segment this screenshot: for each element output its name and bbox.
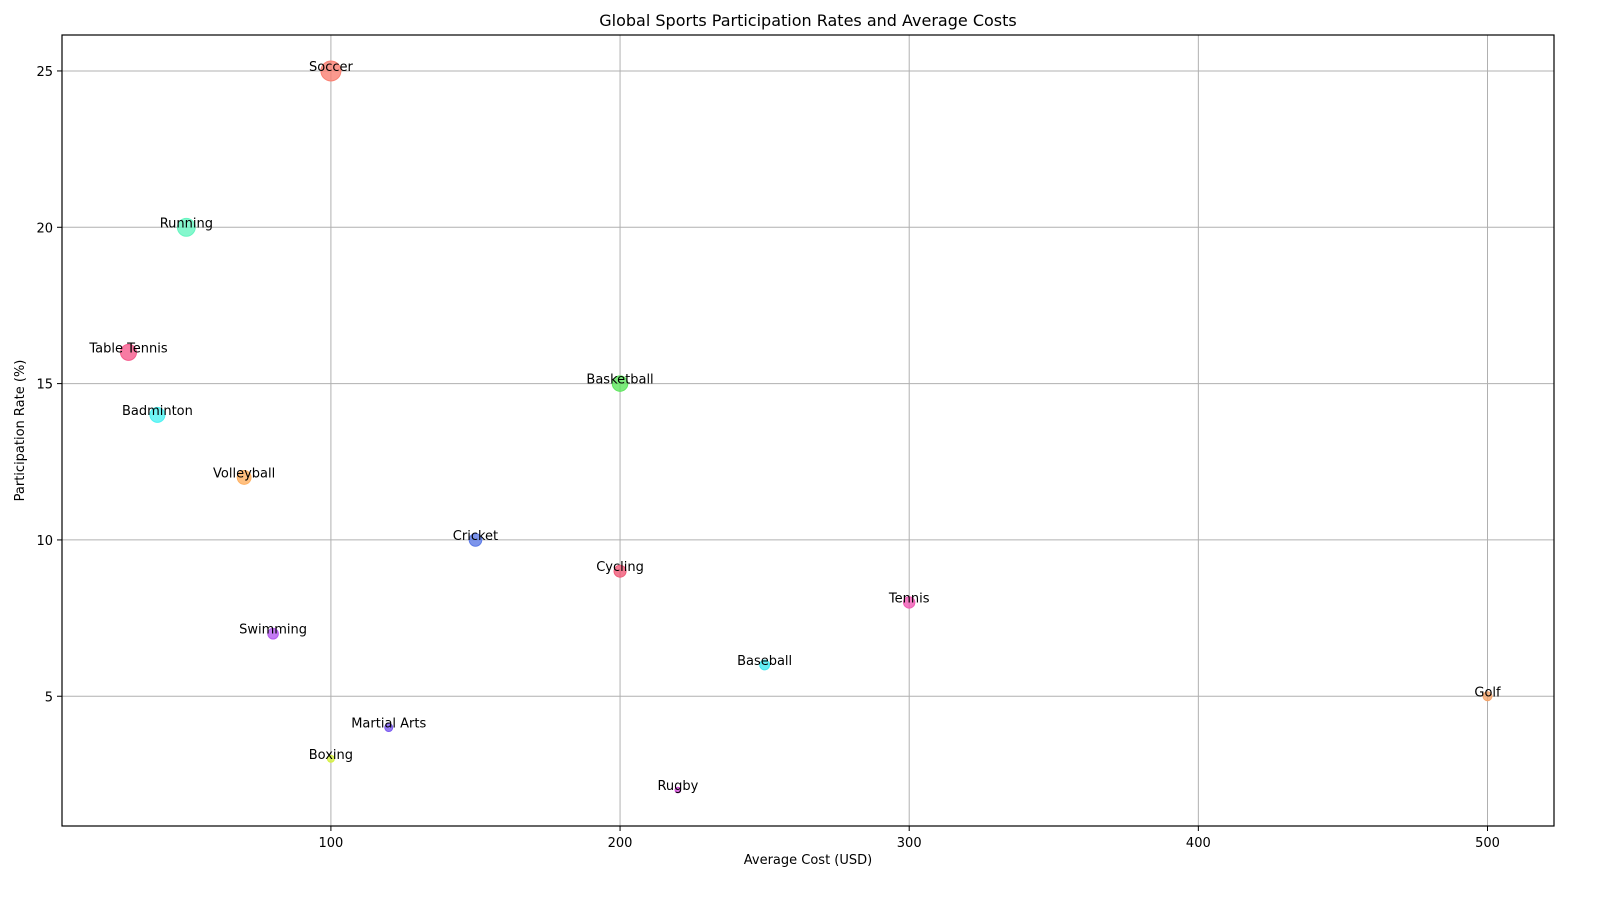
point-running [176, 217, 196, 237]
point-badminton [149, 406, 166, 423]
y-axis-label: Participation Rate (%) [13, 360, 28, 502]
point-label-soccer: Soccer [309, 60, 353, 75]
point-cricket [468, 533, 483, 547]
point-label-swimming: Swimming [239, 623, 307, 638]
point-label-running: Running [160, 216, 213, 231]
point-label-badminton: Badminton [122, 404, 193, 419]
grid-lines [62, 35, 1554, 826]
x-tick-label: 100 [318, 836, 343, 851]
x-axis-label: Average Cost (USD) [744, 853, 872, 868]
point-label-cycling: Cycling [596, 560, 644, 575]
point-tennis [903, 596, 916, 609]
point-martial-arts [384, 723, 394, 733]
y-tick-label: 20 [36, 221, 53, 236]
chart-title: Global Sports Participation Rates and Av… [599, 11, 1016, 30]
axis-ticks: 100 200 300 400 500 5 10 15 20 25 [36, 65, 1499, 851]
point-label-golf: Golf [1474, 685, 1501, 700]
point-swimming [267, 627, 279, 640]
point-basketball [611, 375, 629, 392]
point-golf [1482, 691, 1493, 702]
data-points [120, 60, 1493, 794]
x-tick-label: 400 [1186, 836, 1211, 851]
point-label-baseball: Baseball [737, 654, 792, 669]
point-labels: Soccer Running Table Tennis Basketball Badmi… [88, 60, 1501, 794]
point-rugby [674, 786, 682, 794]
point-label-cricket: Cricket [453, 529, 498, 544]
x-tick-label: 300 [897, 836, 922, 851]
y-tick-label: 25 [36, 65, 53, 80]
point-label-volleyball: Volleyball [213, 466, 275, 481]
y-tick-label: 5 [45, 690, 53, 705]
point-baseball [759, 659, 771, 671]
point-label-rugby: Rugby [657, 779, 698, 794]
y-tick-label: 10 [36, 534, 53, 549]
plot-frame [61, 34, 1555, 827]
point-label-tennis: Tennis [888, 591, 930, 606]
point-label-table-tennis: Table Tennis [88, 341, 168, 356]
y-tick-label: 15 [36, 378, 53, 393]
point-label-martial-arts: Martial Arts [351, 717, 426, 732]
point-volleyball [236, 469, 252, 485]
x-tick-label: 500 [1475, 836, 1500, 851]
x-tick-label: 200 [608, 836, 633, 851]
point-soccer [320, 60, 342, 82]
point-cycling [613, 564, 627, 578]
point-label-boxing: Boxing [309, 748, 353, 763]
point-table-tennis [120, 343, 138, 361]
point-boxing [326, 754, 335, 763]
point-label-basketball: Basketball [586, 373, 653, 388]
